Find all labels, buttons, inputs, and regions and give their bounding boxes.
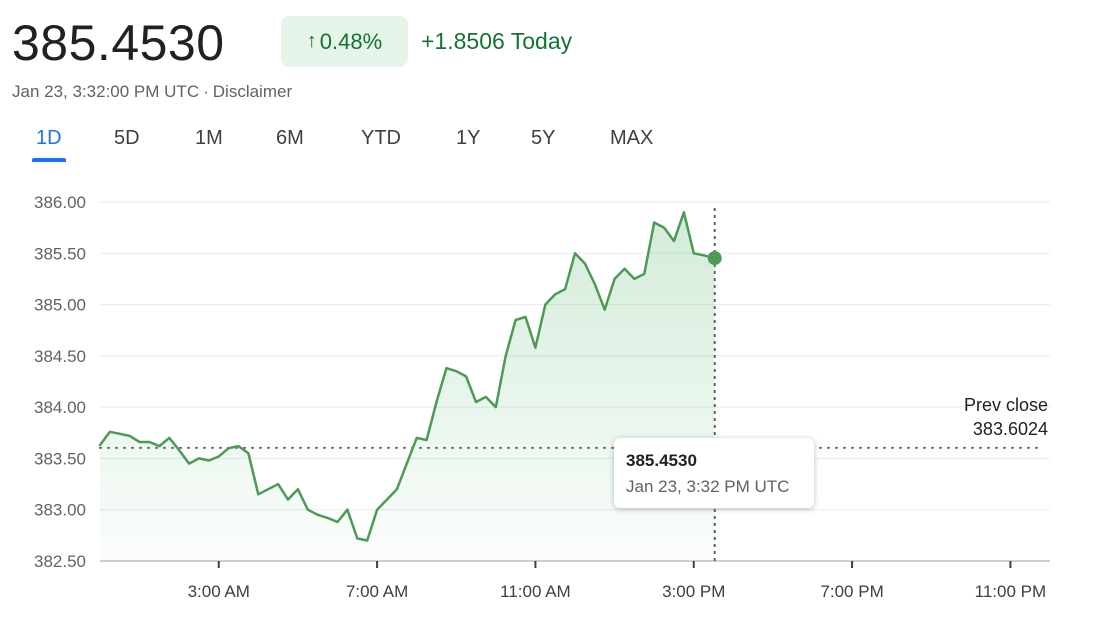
y-tick-label: 385.50 xyxy=(34,244,86,263)
current-price: 385.4530 xyxy=(12,15,225,71)
prev-close-value: 383.6024 xyxy=(972,419,1048,439)
tab-ytd[interactable]: YTD xyxy=(361,127,401,149)
y-tick-label: 384.50 xyxy=(34,347,86,366)
x-tick-label: 11:00 PM xyxy=(975,582,1047,601)
separator: · xyxy=(203,82,209,101)
change-today: +1.8506 Today xyxy=(421,28,573,54)
prev-close-title: Prev close xyxy=(963,395,1048,415)
tab-5y[interactable]: 5Y xyxy=(531,127,556,149)
x-tick-label: 7:00 AM xyxy=(346,582,408,601)
price-area xyxy=(100,212,715,562)
price-chart[interactable]: 386.00 385.50 385.00 384.50 384.00 383.50 383.… xyxy=(0,180,1110,624)
x-tick-label: 3:00 AM xyxy=(188,582,250,601)
y-tick-label: 386.00 xyxy=(34,193,86,212)
tab-5d[interactable]: 5D xyxy=(114,127,140,149)
price-line xyxy=(98,211,716,542)
change-percent: 0.48% xyxy=(319,28,383,54)
range-tabs: 1D 5D 1M 6M YTD 1Y 5Y MAX xyxy=(0,118,700,162)
tab-6m[interactable]: 6M xyxy=(276,127,304,149)
prev-close-label: Prev close 383.6024 xyxy=(964,393,1048,441)
x-tick-label: 11:00 AM xyxy=(500,582,571,601)
disclaimer-link[interactable]: Disclaimer xyxy=(212,82,293,101)
last-point-marker xyxy=(707,251,722,266)
hover-tooltip: 385.4530 Jan 23, 3:32 PM UTC xyxy=(614,438,814,508)
tooltip-time: Jan 23, 3:32 PM UTC xyxy=(626,477,790,496)
arrow-up-icon: ↑ xyxy=(306,30,317,52)
y-tick-label: 385.00 xyxy=(34,296,86,315)
y-tick-label: 382.50 xyxy=(34,552,86,571)
change-percent-badge: ↑ 0.48% xyxy=(281,16,408,67)
y-tick-label: 383.50 xyxy=(34,449,86,468)
tab-max[interactable]: MAX xyxy=(610,127,654,149)
y-tick-label: 384.00 xyxy=(34,398,86,417)
tooltip-price: 385.4530 xyxy=(626,451,697,470)
x-tick-label: 7:00 PM xyxy=(820,582,883,601)
tab-1y[interactable]: 1Y xyxy=(456,127,481,149)
tab-1d[interactable]: 1D xyxy=(32,118,66,162)
quote-timestamp-row: Jan 23, 3:32:00 PM UTC · Disclaimer xyxy=(12,80,292,104)
quote-timestamp: Jan 23, 3:32:00 PM UTC xyxy=(12,82,200,101)
tab-1m[interactable]: 1M xyxy=(195,127,223,149)
x-tick-label: 3:00 PM xyxy=(662,582,725,601)
y-tick-label: 383.00 xyxy=(34,501,86,520)
